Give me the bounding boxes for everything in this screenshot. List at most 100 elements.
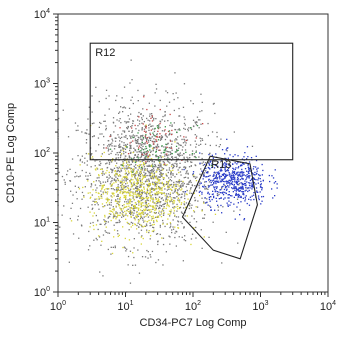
event-dot [173, 98, 175, 101]
event-dot [235, 181, 238, 184]
event-dot [149, 155, 151, 157]
event-dot [234, 180, 236, 182]
event-dot [174, 226, 176, 228]
gate-r12[interactable] [89, 42, 294, 161]
event-dot [114, 246, 116, 249]
event-dot [193, 156, 196, 158]
population-4 [109, 122, 213, 173]
event-dot [199, 110, 201, 113]
event-dot [145, 162, 147, 164]
event-dot [217, 161, 219, 163]
event-dot [92, 215, 94, 217]
event-dot [132, 168, 134, 170]
event-dot [81, 131, 83, 133]
event-dot [215, 186, 217, 188]
event-dot [179, 154, 181, 156]
event-dot [128, 156, 131, 158]
event-dot [173, 206, 176, 208]
event-dot [161, 145, 163, 148]
event-dot [129, 201, 131, 203]
event-dot [167, 184, 169, 186]
event-dot [115, 211, 117, 213]
event-dot [203, 175, 205, 177]
event-dot [145, 155, 147, 158]
event-dot [163, 203, 166, 205]
event-dot [154, 176, 156, 178]
event-dot [167, 156, 169, 159]
event-dot [216, 191, 218, 193]
event-dot [168, 169, 170, 171]
event-dot [139, 185, 142, 187]
event-dot [131, 131, 133, 133]
event-dot [233, 196, 235, 198]
event-dot [159, 233, 161, 236]
event-dot [154, 205, 157, 207]
event-dot [128, 167, 130, 169]
event-dot [130, 183, 133, 185]
event-dot [151, 140, 153, 142]
event-dot [159, 99, 161, 102]
event-dot [191, 184, 194, 187]
event-dot [126, 143, 129, 145]
event-dot [130, 191, 132, 194]
event-dot [132, 102, 134, 105]
event-dot [224, 169, 226, 171]
event-dot [171, 147, 173, 149]
event-dot [140, 215, 142, 217]
gate-r13[interactable] [181, 155, 258, 260]
event-dot [141, 181, 143, 183]
event-dot [129, 167, 131, 169]
event-dot [127, 115, 129, 117]
event-dot [155, 200, 158, 203]
event-dot [131, 211, 133, 214]
event-dot [126, 128, 129, 130]
event-dot [179, 162, 181, 164]
event-dot [169, 147, 171, 149]
event-dot [180, 186, 182, 188]
event-dot [172, 228, 175, 230]
event-dot [248, 204, 251, 206]
event-dot [171, 189, 173, 191]
event-dot [217, 204, 219, 206]
gate-label-r12: R12 [95, 47, 115, 59]
event-dot [163, 146, 165, 148]
event-dot [274, 195, 276, 197]
event-dot [128, 118, 131, 120]
event-dot [122, 246, 124, 249]
event-dot [228, 163, 230, 165]
event-dot [117, 195, 119, 197]
event-dot [130, 186, 132, 188]
event-dot [173, 200, 176, 202]
event-dot [162, 184, 165, 186]
event-dot [68, 261, 70, 263]
event-dot [153, 217, 155, 219]
event-dot [232, 174, 234, 177]
event-dot [209, 168, 211, 170]
event-dot [156, 143, 159, 145]
event-dot [138, 201, 140, 203]
event-dot [128, 157, 130, 159]
event-dot [149, 151, 152, 153]
event-dot [207, 172, 209, 174]
event-dot [117, 154, 119, 156]
event-dot [108, 174, 110, 176]
event-dot [102, 170, 104, 173]
event-dot [203, 163, 206, 166]
event-dot [149, 123, 151, 125]
event-dot [118, 170, 121, 173]
event-dot [241, 191, 244, 193]
event-dot [90, 166, 92, 168]
event-dot [195, 151, 197, 153]
event-dot [170, 209, 172, 211]
event-dot [186, 193, 188, 196]
event-dot [160, 182, 163, 184]
event-dot [110, 185, 112, 187]
event-dot [134, 219, 136, 221]
event-dot [132, 214, 134, 216]
event-dot [146, 199, 148, 201]
event-dot [143, 197, 146, 200]
event-dot [96, 202, 98, 204]
event-dot [181, 188, 183, 190]
event-dot [177, 193, 179, 195]
event-dot [186, 160, 188, 162]
